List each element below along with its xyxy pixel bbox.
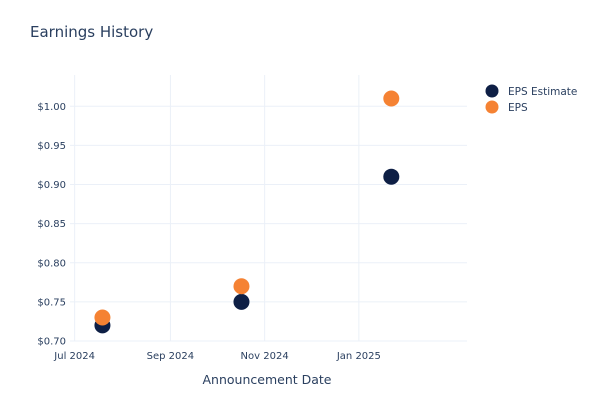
legend[interactable]: EPS Estimate EPS: [485, 84, 578, 115]
gridlines: [70, 75, 467, 342]
y-tick-label: $0.70: [37, 337, 66, 348]
y-tick-label: $0.85: [37, 219, 66, 230]
y-tick-label: $0.75: [37, 297, 66, 308]
x-tick-label: Jan 2025: [336, 351, 381, 362]
x-tick-label: Nov 2024: [241, 351, 289, 362]
eps-point[interactable]: [94, 309, 111, 326]
legend-item-eps[interactable]: EPS: [485, 100, 528, 115]
y-tick-label: $0.90: [37, 180, 66, 191]
y-tick-label: $0.95: [37, 141, 66, 152]
y-tick-label: $0.80: [37, 258, 66, 269]
legend-marker: [485, 100, 499, 114]
legend-marker: [485, 84, 499, 98]
x-axis-title: Announcement Date: [203, 372, 332, 387]
y-axis-ticks: $0.70 $0.75 $0.80 $0.85 $0.90 $0.95 $1.00: [37, 102, 66, 348]
legend-label: EPS: [508, 102, 528, 114]
x-tick-label: Jul 2024: [53, 351, 95, 362]
chart-title: Earnings History: [30, 23, 153, 41]
eps-point[interactable]: [383, 90, 400, 107]
legend-label: EPS Estimate: [508, 86, 577, 98]
eps-estimate-point[interactable]: [233, 293, 250, 310]
x-tick-label: Sep 2024: [147, 351, 194, 362]
data-points: [94, 90, 400, 334]
eps-estimate-point[interactable]: [383, 168, 400, 185]
y-tick-label: $1.00: [37, 102, 66, 113]
legend-item-eps-estimate[interactable]: EPS Estimate: [485, 84, 578, 99]
eps-point[interactable]: [233, 278, 250, 295]
x-axis-ticks: Jul 2024 Sep 2024 Nov 2024 Jan 2025: [53, 351, 381, 362]
